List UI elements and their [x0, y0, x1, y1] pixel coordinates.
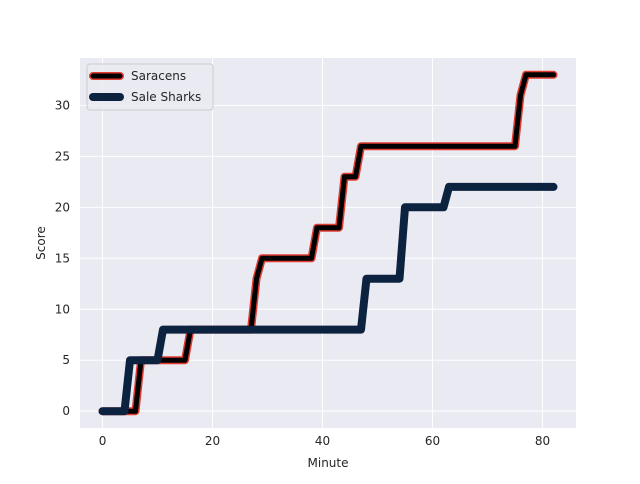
x-axis-label: Minute [308, 456, 349, 470]
y-tick-label: 0 [62, 404, 70, 418]
y-tick-label: 20 [55, 200, 70, 214]
series-lines [98, 70, 558, 416]
x-tick-label: 80 [535, 434, 550, 448]
y-tick-label: 25 [55, 149, 70, 163]
tick-labels: 0 20 40 60 80 0 5 10 15 20 25 30 [55, 98, 550, 448]
legend-label-saracens: Saracens [131, 69, 186, 83]
x-tick-label: 20 [205, 434, 220, 448]
y-axis-label: Score [34, 226, 48, 260]
sale-sharks-line [100, 184, 556, 414]
legend-label-sale-sharks: Sale Sharks [131, 90, 201, 104]
y-tick-label: 5 [62, 353, 70, 367]
plot-background [80, 58, 576, 428]
x-tick-label: 0 [99, 434, 107, 448]
x-tick-label: 60 [425, 434, 440, 448]
saracens-line [100, 72, 556, 414]
y-tick-label: 15 [55, 251, 70, 265]
y-tick-label: 30 [55, 98, 70, 112]
x-tick-label: 40 [315, 434, 330, 448]
legend: Saracens Sale Sharks [86, 63, 214, 111]
y-tick-label: 10 [55, 302, 70, 316]
